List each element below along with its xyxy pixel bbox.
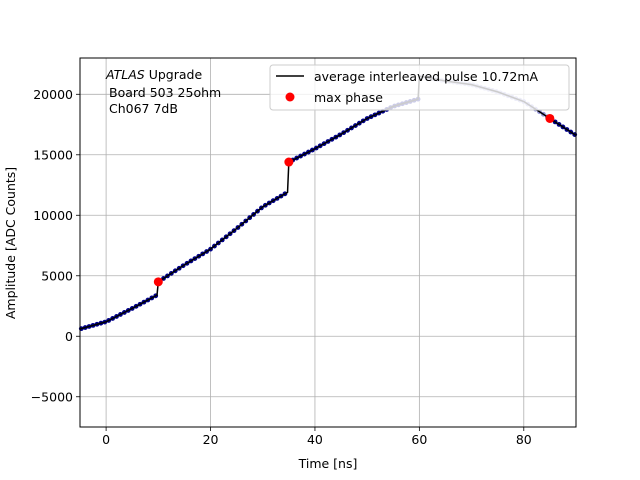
y-tick-label: 10000 [33, 208, 73, 223]
annotation-atlas: ATLAS [105, 67, 145, 82]
grid-layer [80, 58, 576, 427]
x-tick-label: 0 [102, 432, 110, 447]
max-phase-marker [153, 277, 163, 287]
y-tick-label: 0 [65, 329, 73, 344]
x-tick-label: 20 [203, 432, 219, 447]
x-tick-label: 80 [516, 432, 532, 447]
max-phase-marker [545, 113, 555, 123]
annotation: ATLAS Upgrade Board 503 25ohm Ch067 7dB [105, 67, 221, 116]
y-tick-label: 20000 [33, 87, 73, 102]
x-tick-label: 40 [307, 432, 323, 447]
y-axis-label: Amplitude [ADC Counts] [3, 167, 18, 319]
legend-marker-swatch [285, 92, 295, 102]
svg-text:ATLAS Upgrade: ATLAS Upgrade [105, 67, 202, 82]
axes-layer: 0 20 40 60 80 −5000 0 5000 10000 15000 20000 [31, 57, 577, 447]
plot-frame [79, 57, 577, 428]
y-tick-label: −5000 [31, 389, 73, 404]
x-axis-label: Time [ns] [298, 456, 358, 471]
legend: average interleaved pulse 10.72mA max ph… [269, 64, 570, 111]
annotation-upgrade: Upgrade [145, 67, 203, 82]
legend-label-pulse: average interleaved pulse 10.72mA [314, 69, 539, 84]
annotation-channel: Ch067 7dB [109, 101, 178, 116]
max-phase-marker [284, 157, 294, 167]
x-tick-label: 60 [411, 432, 427, 447]
legend-label-max-phase: max phase [314, 90, 383, 105]
legend-box [269, 64, 570, 111]
y-tick-label: 15000 [33, 147, 73, 162]
annotation-board: Board 503 25ohm [109, 85, 221, 100]
y-tick-label: 5000 [41, 268, 73, 283]
